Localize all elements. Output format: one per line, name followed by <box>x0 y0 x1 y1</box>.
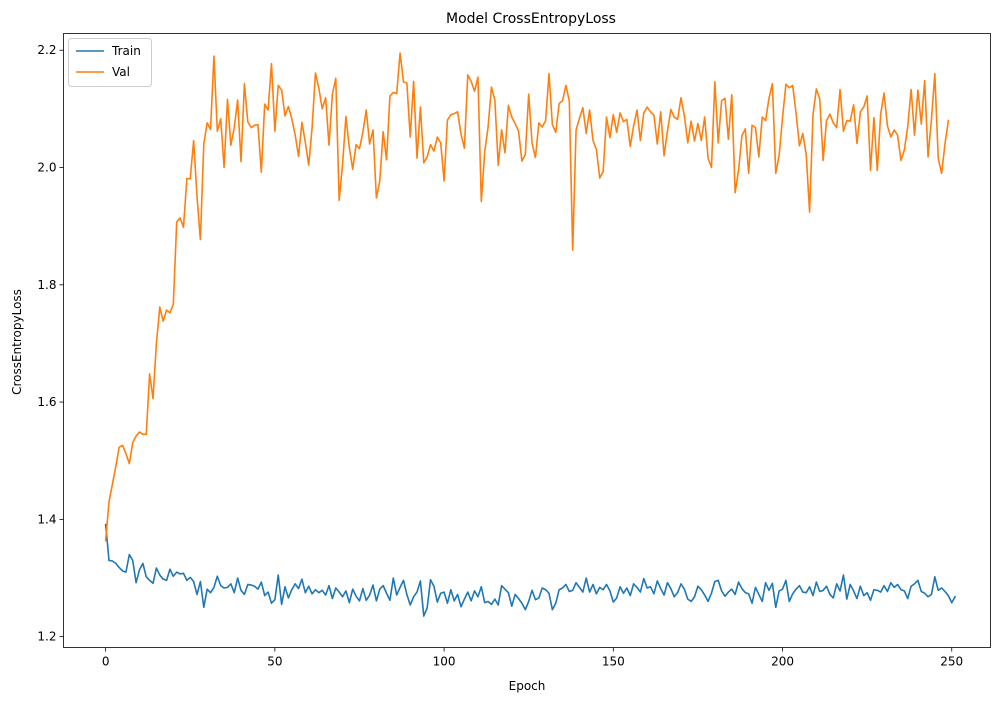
x-tick-label: 150 <box>602 655 625 669</box>
legend-label-val: Val <box>112 65 130 79</box>
y-tick-label: 1.2 <box>37 630 56 644</box>
series-lines <box>104 52 957 617</box>
x-tick-label: 250 <box>940 655 963 669</box>
plot-frame <box>63 33 991 648</box>
x-tick-label: 50 <box>267 655 282 669</box>
series-line-train <box>104 523 957 617</box>
legend-label-train: Train <box>111 44 141 58</box>
x-axis-label: Epoch <box>509 679 546 693</box>
y-tick-label: 1.4 <box>37 512 56 526</box>
y-tick-label: 1.6 <box>37 395 56 409</box>
x-tick-label: 200 <box>771 655 794 669</box>
y-tick-label: 2.2 <box>37 43 56 57</box>
y-tick-label: 2.0 <box>37 161 56 175</box>
y-axis-label: CrossEntropyLoss <box>10 289 24 395</box>
x-tick-label: 100 <box>433 655 456 669</box>
legend: Train Val <box>68 38 152 87</box>
axis-ticks: 0 50 100 150 200 250 1.2 1.4 1.6 1.8 2.0 2.2 <box>37 43 963 668</box>
series-line-val <box>104 52 950 542</box>
y-tick-label: 1.8 <box>37 278 56 292</box>
x-tick-label: 0 <box>102 655 110 669</box>
chart-title: Model CrossEntropyLoss <box>446 11 616 27</box>
